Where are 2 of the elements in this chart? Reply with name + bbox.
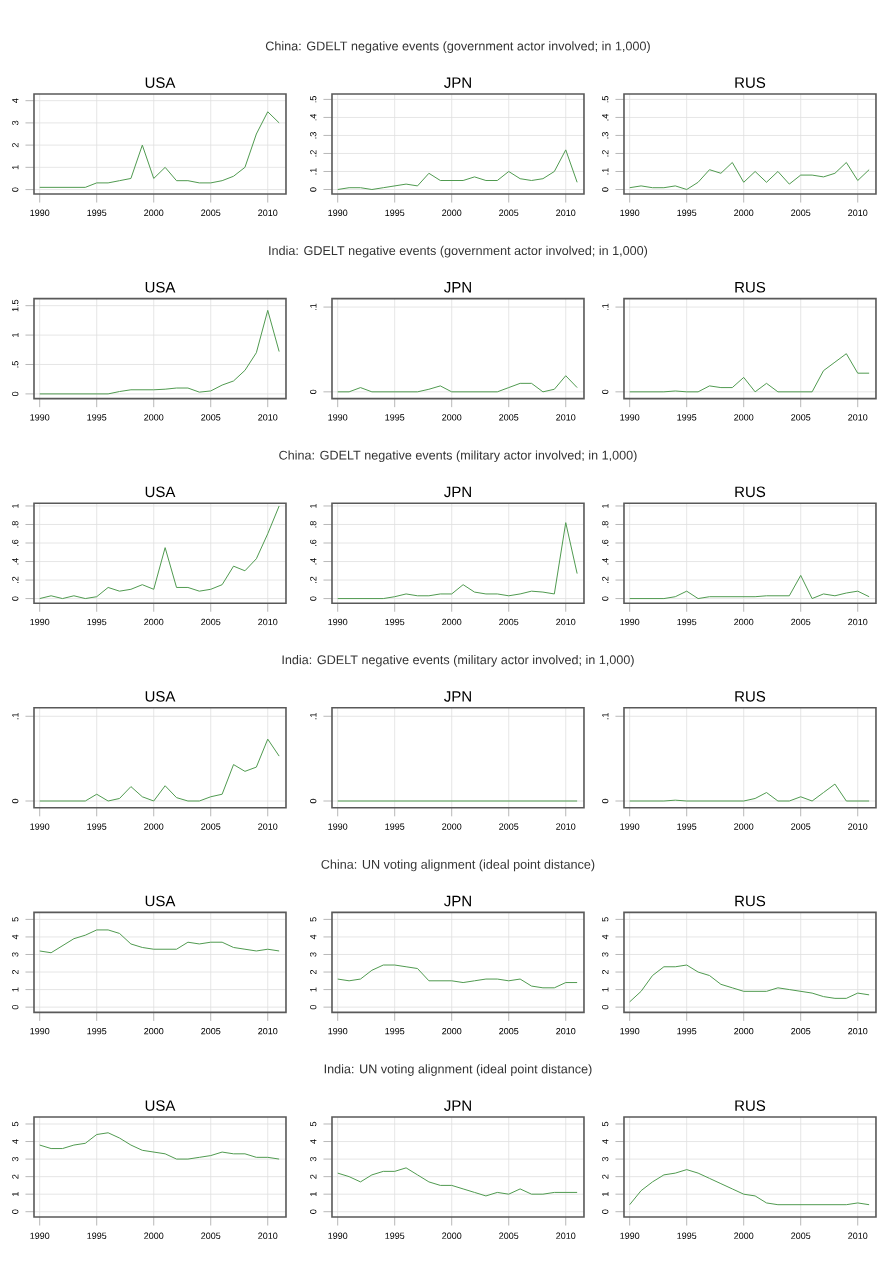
line-series bbox=[39, 505, 280, 600]
line-series bbox=[629, 161, 870, 190]
